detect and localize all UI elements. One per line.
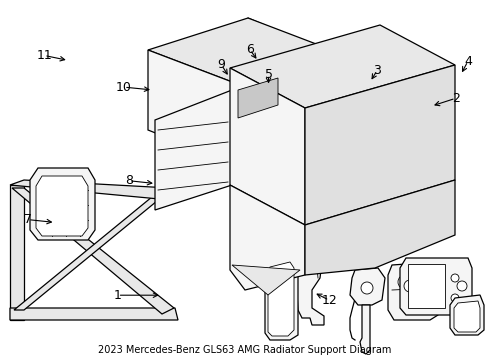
Circle shape [361, 282, 373, 294]
Text: 7: 7 [24, 213, 32, 226]
Text: 11: 11 [36, 49, 52, 62]
Polygon shape [10, 308, 178, 320]
Polygon shape [232, 265, 300, 295]
Circle shape [331, 156, 349, 174]
Circle shape [404, 280, 416, 292]
Circle shape [416, 294, 424, 302]
Circle shape [416, 274, 424, 282]
Text: 3: 3 [373, 64, 381, 77]
Polygon shape [295, 248, 324, 325]
Polygon shape [408, 264, 445, 308]
Polygon shape [155, 90, 232, 210]
Polygon shape [148, 18, 345, 88]
Circle shape [398, 275, 412, 289]
Text: 2: 2 [452, 92, 460, 105]
Polygon shape [248, 55, 345, 170]
Polygon shape [400, 258, 472, 315]
Polygon shape [454, 301, 480, 332]
Polygon shape [230, 185, 305, 290]
Text: 6: 6 [246, 43, 254, 56]
Circle shape [457, 281, 467, 291]
Polygon shape [10, 185, 24, 320]
Polygon shape [14, 192, 168, 310]
Circle shape [380, 108, 400, 128]
Circle shape [451, 274, 459, 282]
Polygon shape [360, 305, 370, 354]
Polygon shape [10, 180, 170, 200]
Text: 8: 8 [125, 174, 133, 187]
Text: 5: 5 [265, 68, 272, 81]
Polygon shape [242, 18, 448, 112]
Circle shape [404, 294, 420, 310]
Text: 9: 9 [218, 58, 225, 71]
Polygon shape [305, 180, 455, 275]
Polygon shape [450, 295, 484, 335]
Text: 4: 4 [464, 55, 472, 68]
Polygon shape [268, 262, 294, 336]
Text: 10: 10 [116, 81, 132, 94]
Polygon shape [350, 268, 385, 305]
Circle shape [412, 132, 428, 148]
Polygon shape [30, 168, 95, 240]
Text: 12: 12 [321, 294, 337, 307]
Polygon shape [238, 78, 278, 118]
Polygon shape [148, 50, 248, 170]
Circle shape [451, 294, 459, 302]
Polygon shape [36, 176, 88, 236]
Circle shape [462, 312, 474, 324]
Polygon shape [230, 68, 305, 225]
Polygon shape [305, 65, 455, 225]
Polygon shape [265, 255, 298, 340]
Circle shape [338, 118, 362, 142]
Polygon shape [12, 188, 174, 314]
Circle shape [414, 276, 426, 288]
Text: 2023 Mercedes-Benz GLS63 AMG Radiator Support Diagram: 2023 Mercedes-Benz GLS63 AMG Radiator Su… [98, 345, 392, 355]
Polygon shape [388, 262, 440, 320]
Polygon shape [230, 25, 455, 108]
Text: 1: 1 [114, 289, 122, 302]
